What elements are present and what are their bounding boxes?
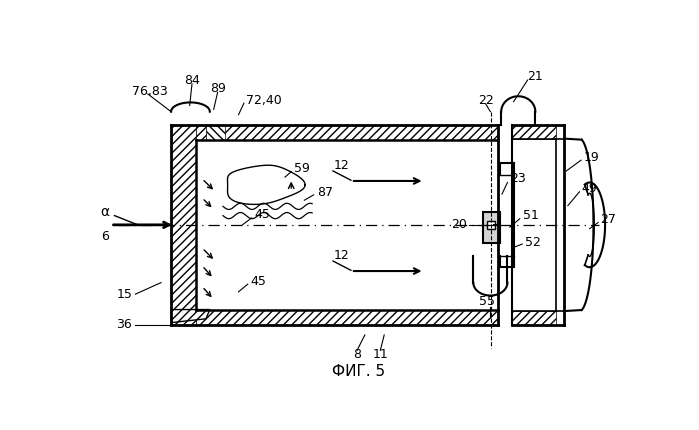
Text: 12: 12: [334, 159, 350, 172]
Bar: [171, 125, 196, 325]
Text: 52: 52: [525, 236, 541, 249]
Text: 23: 23: [510, 172, 526, 185]
Bar: [196, 125, 498, 140]
Bar: [512, 125, 556, 138]
Text: 84: 84: [184, 74, 200, 86]
Bar: [196, 310, 498, 325]
Bar: [487, 221, 495, 229]
Bar: [206, 125, 225, 140]
Text: ФИГ. 5: ФИГ. 5: [332, 364, 385, 379]
Text: 15: 15: [117, 288, 132, 301]
Text: 27: 27: [600, 213, 617, 226]
Text: 49: 49: [582, 182, 598, 195]
Text: 36: 36: [117, 319, 132, 332]
Text: 87: 87: [317, 186, 333, 199]
Text: 89: 89: [210, 82, 226, 95]
Text: 8: 8: [353, 348, 361, 361]
Text: 20: 20: [452, 218, 467, 231]
Text: 11: 11: [373, 348, 388, 361]
Text: 45: 45: [254, 209, 270, 221]
Bar: [482, 212, 500, 243]
Polygon shape: [171, 310, 210, 322]
Text: 55: 55: [479, 295, 494, 308]
Text: 22: 22: [478, 94, 493, 107]
Text: 6: 6: [101, 230, 109, 243]
Text: 19: 19: [584, 150, 599, 163]
Text: 45: 45: [250, 275, 266, 288]
Text: 51: 51: [523, 209, 539, 222]
Text: 21: 21: [528, 70, 543, 83]
Text: 72,40: 72,40: [246, 94, 282, 107]
Text: α: α: [100, 205, 109, 219]
Bar: [512, 311, 556, 325]
Text: 59: 59: [294, 162, 310, 175]
Text: 76,83: 76,83: [132, 85, 168, 98]
Text: 12: 12: [334, 249, 350, 262]
